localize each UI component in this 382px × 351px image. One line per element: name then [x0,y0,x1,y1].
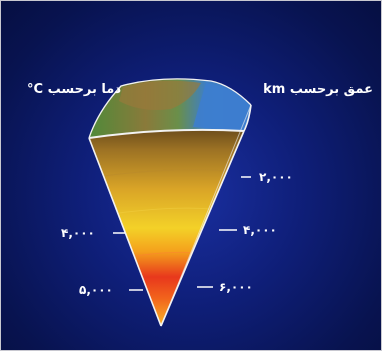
depth-axis-label: عمق برحسب km [263,82,373,97]
depth-tick-label: ۶,۰۰۰ [219,280,253,294]
depth-tick-label: ۲,۰۰۰ [259,170,293,184]
temperature-axis-label: دما برحسب C° [27,82,122,97]
depth-tick-label: ۴,۰۰۰ [243,223,277,237]
temperature-tick-label: ۵,۰۰۰ [79,283,113,297]
temperature-tick-label: ۴,۰۰۰ [61,226,95,240]
